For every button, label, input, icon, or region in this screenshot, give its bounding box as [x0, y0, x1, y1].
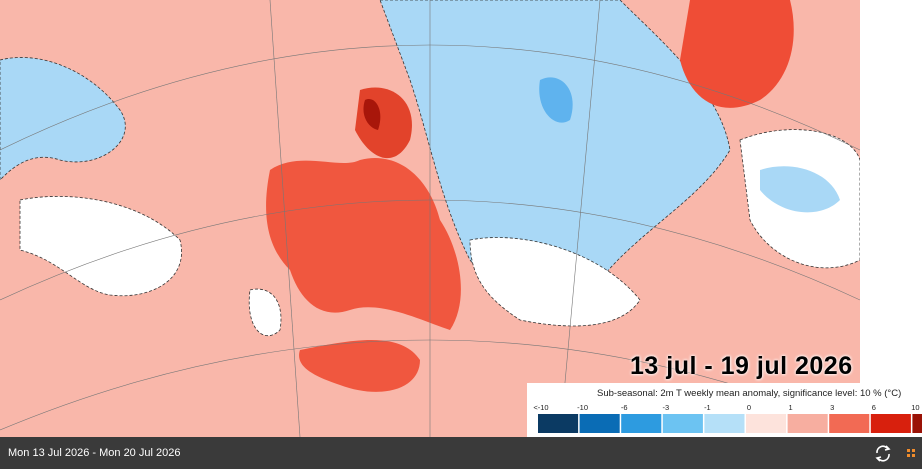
legend-label: <-10 [533, 403, 548, 412]
period-title: 13 jul - 19 jul 2026 [630, 352, 853, 380]
map [0, 0, 922, 437]
legend-label: -6 [621, 403, 628, 412]
legend-label: -3 [662, 403, 669, 412]
footer-bar: Mon 13 Jul 2026 - Mon 20 Jul 2026 [0, 437, 922, 469]
warm-core [363, 99, 381, 130]
legend-swatch [912, 414, 922, 433]
side-margin [860, 0, 922, 437]
cold-anomaly [0, 57, 126, 181]
legend-swatch [538, 414, 579, 433]
menu-button[interactable] [907, 449, 915, 457]
cold-anomaly [760, 166, 840, 213]
warm-anomaly [680, 0, 794, 108]
legend-label: 10 [911, 403, 919, 412]
legend: Sub-seasonal: 2m T weekly mean anomaly, … [527, 383, 922, 437]
legend-label: -1 [704, 403, 711, 412]
legend-swatch [579, 414, 620, 433]
refresh-button[interactable] [875, 445, 891, 462]
legend-swatch [870, 414, 911, 433]
legend-caption: Sub-seasonal: 2m T weekly mean anomaly, … [597, 388, 902, 399]
legend-label: 6 [872, 403, 876, 412]
legend-swatch [662, 414, 703, 433]
legend-label: 1 [789, 403, 793, 412]
neutral-area [19, 196, 182, 297]
legend-swatch [829, 414, 870, 433]
neutral-area [469, 237, 641, 327]
legend-label: -10 [577, 403, 588, 412]
legend-swatch [787, 414, 828, 433]
cold-core [539, 77, 573, 123]
legend-swatch [704, 414, 745, 433]
warm-anomaly [299, 340, 420, 392]
neutral-area [248, 288, 282, 336]
controls [875, 445, 915, 462]
legend-swatch [746, 414, 787, 433]
legend-swatch [621, 414, 662, 433]
legend-label: 3 [830, 403, 834, 412]
legend-label: 0 [747, 403, 751, 412]
legend-scale: <-10 -10 -6 -3 -1 0 1 3 6 10 [533, 403, 922, 433]
date-range: Mon 13 Jul 2026 - Mon 20 Jul 2026 [8, 447, 181, 459]
warm-anomaly [266, 158, 461, 330]
